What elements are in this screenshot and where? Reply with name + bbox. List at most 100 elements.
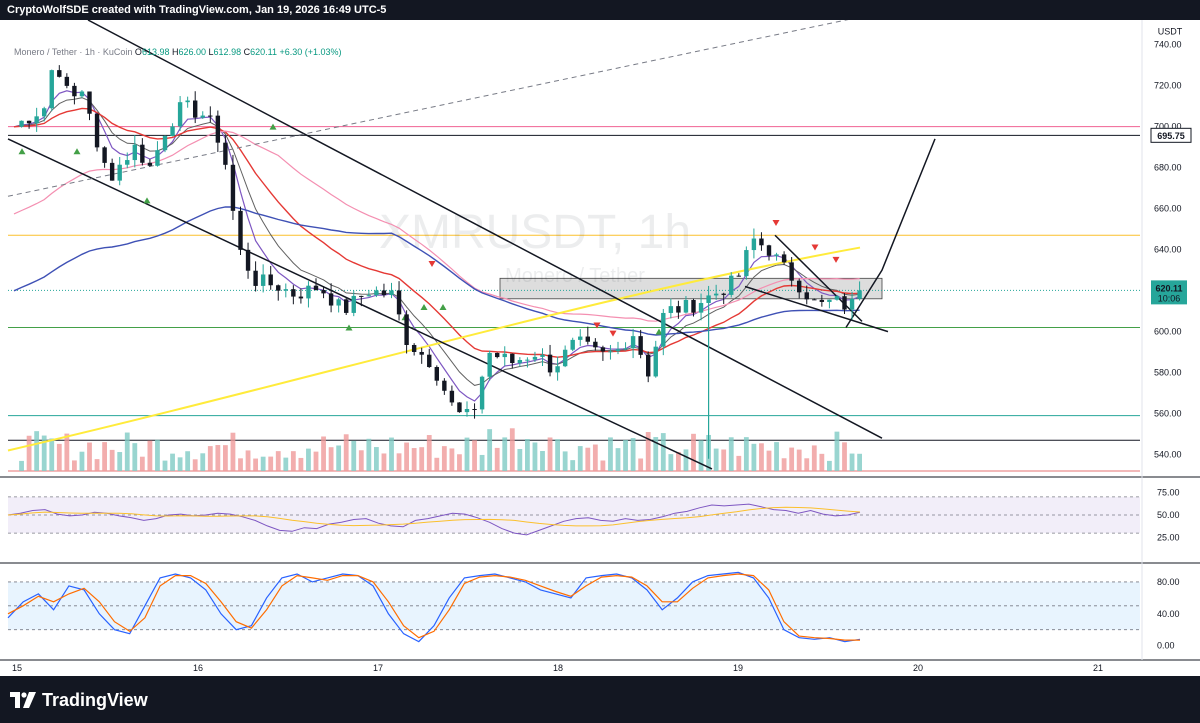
candle-body: [434, 367, 439, 381]
candle-body: [661, 312, 666, 347]
candle-body: [140, 144, 145, 163]
chart-area[interactable]: XMRUSDT, 1h Monero / Tether USDT540.0056…: [0, 11, 1200, 676]
candle-body: [291, 289, 296, 297]
candle-body: [419, 351, 424, 355]
candle-body: [306, 285, 311, 299]
volume-bar: [789, 447, 795, 471]
volume-bar: [404, 442, 409, 471]
candle: [789, 257, 794, 287]
volume-bar: [381, 453, 387, 471]
candle: [578, 329, 583, 346]
volume-bar: [600, 460, 606, 471]
candle-body: [517, 359, 523, 364]
candle-body: [525, 359, 530, 361]
volume-bar: [766, 450, 772, 471]
time-tick-label: 18: [553, 663, 563, 673]
volume-bar: [555, 439, 560, 471]
candle: [283, 283, 288, 298]
candle: [442, 378, 447, 395]
candle: [313, 278, 319, 291]
volume-bar: [64, 433, 70, 471]
stoch-tick-label: 80.00: [1157, 577, 1180, 587]
volume-bar: [298, 457, 304, 471]
price-tick-label: 640.00: [1154, 245, 1182, 255]
volume-bar: [358, 450, 364, 471]
buy-signal-marker: [345, 324, 353, 331]
price-chart[interactable]: XMRUSDT, 1h Monero / Tether USDT540.0056…: [0, 11, 1200, 676]
open-label: O: [134, 47, 142, 57]
candle-body: [34, 116, 39, 124]
candle: [638, 329, 643, 359]
volume-bar: [464, 437, 470, 471]
candle-body: [562, 349, 568, 367]
rsi-tick-label: 50.00: [1157, 510, 1180, 520]
volume-bar: [177, 457, 183, 471]
candle-body: [502, 353, 507, 358]
time-tick-label: 16: [193, 663, 203, 673]
candle: [102, 146, 107, 168]
currency-label: USDT: [1158, 26, 1183, 36]
time-tick-label: 19: [733, 663, 743, 673]
volume-bar: [351, 440, 357, 471]
volume-bar: [230, 432, 236, 471]
candle: [351, 290, 356, 317]
buy-signal-marker: [18, 148, 26, 155]
candle-body: [223, 142, 228, 165]
candle: [336, 297, 341, 313]
candle: [615, 341, 621, 355]
candle: [381, 283, 387, 298]
candle-body: [125, 160, 130, 165]
volume-bar: [857, 453, 862, 471]
volume-bar: [336, 445, 342, 471]
ema-gray-line: [13, 97, 860, 386]
candle: [200, 111, 205, 119]
candle-body: [781, 254, 787, 263]
candle: [842, 293, 847, 315]
volume-bar: [147, 440, 153, 471]
candle: [547, 344, 553, 377]
volume-bar: [842, 442, 847, 471]
candle-body: [374, 290, 379, 296]
volume-bar: [139, 456, 145, 471]
candle: [849, 291, 855, 320]
volume-bar: [517, 448, 523, 471]
candle-body: [547, 354, 553, 373]
candle: [170, 123, 175, 137]
volume-bar: [781, 458, 787, 471]
candle-body: [736, 275, 741, 277]
candle-body: [819, 299, 825, 302]
candle: [208, 106, 213, 123]
candle: [57, 65, 62, 78]
candle: [661, 308, 666, 356]
volume-bar: [72, 460, 77, 471]
author-credit: CryptoWolfSDE created with TradingView.c…: [7, 4, 387, 16]
volume-bar: [630, 438, 636, 471]
candle-body: [540, 354, 545, 357]
candle: [721, 292, 726, 305]
volume-bar: [502, 437, 508, 471]
candle-body: [570, 339, 575, 350]
candle-body: [57, 70, 62, 77]
candle-body: [268, 274, 273, 286]
rsi-line: [7, 503, 861, 536]
volume-bar: [321, 436, 326, 471]
candle-body: [691, 299, 696, 313]
volume-bar: [87, 442, 92, 471]
volume-bar: [185, 451, 191, 471]
price-tick-label: 740.00: [1154, 40, 1182, 50]
candle: [585, 326, 590, 345]
candle-body: [797, 280, 802, 293]
volume-bar: [811, 445, 817, 471]
high-value: 626.00: [178, 47, 207, 57]
volume-bar: [162, 460, 168, 471]
candle: [630, 328, 636, 359]
volume-bar: [411, 448, 417, 471]
candle: [230, 154, 236, 220]
candle: [328, 283, 334, 313]
candle: [245, 242, 251, 279]
tradingview-logo[interactable]: TradingView: [10, 687, 148, 713]
candle-body: [812, 299, 817, 301]
volume-bar: [426, 435, 432, 471]
candle-body: [351, 295, 356, 313]
volume-bar: [26, 435, 32, 471]
